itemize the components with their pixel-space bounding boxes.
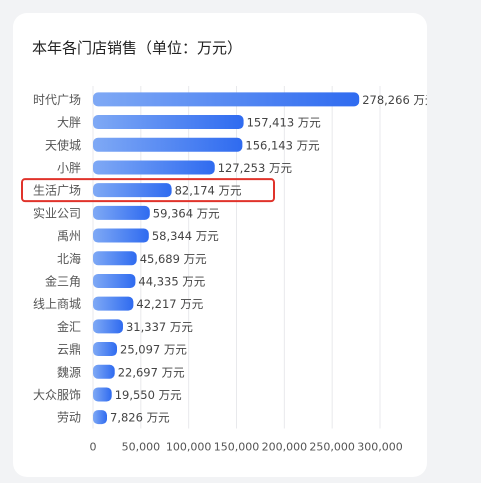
category-label: 大胖 [57,116,81,130]
value-label: 58,344 万元 [152,229,219,243]
bar[interactable] [93,160,215,175]
x-tick-label: 0 [90,441,97,454]
chart-title: 本年各门店销售（单位：万元） [32,39,243,57]
category-label: 魏源 [57,364,81,379]
bar[interactable] [93,273,136,288]
bar[interactable] [93,410,107,425]
category-label: 禹州 [57,229,81,243]
bar[interactable] [93,92,360,107]
bar[interactable] [93,228,149,243]
value-label: 156,143 万元 [245,138,320,152]
x-tick-label: 100,000 [166,441,212,454]
x-tick-label: 250,000 [309,441,355,454]
bar[interactable] [93,364,115,379]
value-label: 7,826 万元 [110,411,170,425]
value-label: 44,335 万元 [138,274,205,288]
bar[interactable] [93,205,150,220]
x-tick-label: 200,000 [262,441,308,454]
value-label: 59,364 万元 [153,206,220,220]
x-tick-label: 50,000 [122,441,161,454]
bar[interactable] [93,387,112,402]
value-label: 22,697 万元 [118,365,185,379]
bar[interactable] [93,319,123,334]
category-label: 劳动 [57,411,81,425]
bar[interactable] [93,115,244,130]
value-label: 45,689 万元 [140,252,207,266]
bar[interactable] [93,137,243,152]
category-label: 金三角 [45,273,81,288]
category-label: 大众服饰 [33,388,81,402]
x-tick-label: 300,000 [357,441,403,454]
category-label: 线上商城 [33,296,81,311]
category-label: 云鼎 [57,343,81,357]
bar[interactable] [93,342,118,357]
value-label: 82,174 万元 [175,184,242,198]
value-label: 278,266 万元 [362,93,427,107]
category-label: 金汇 [57,319,81,334]
category-label: 小胖 [57,161,81,175]
value-label: 31,337 万元 [126,320,193,334]
category-label: 北海 [57,251,81,266]
x-tick-label: 150,000 [214,441,260,454]
highlight-box [21,178,275,203]
value-label: 42,217 万元 [136,297,203,311]
bar[interactable] [93,251,137,266]
bar[interactable] [93,296,134,311]
category-label: 天使城 [45,137,81,152]
category-label: 实业公司 [33,205,81,220]
value-label: 19,550 万元 [115,388,182,402]
bar[interactable] [93,183,172,198]
category-label: 时代广场 [33,93,81,107]
category-label: 生活广场 [33,184,81,198]
chart-card: 本年各门店销售（单位：万元） 时代广场 278,266 万元大胖 157,413 万… [13,13,427,477]
value-label: 25,097 万元 [120,343,187,357]
value-label: 157,413 万元 [247,116,322,130]
value-label: 127,253 万元 [218,161,293,175]
